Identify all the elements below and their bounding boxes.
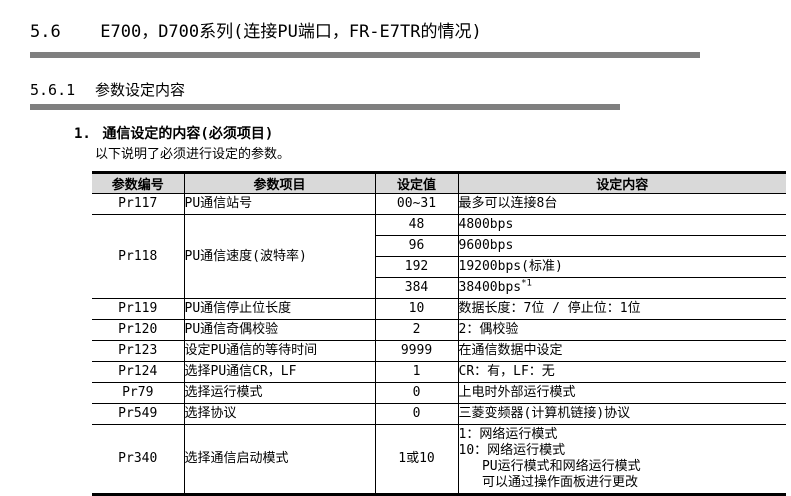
param-item-cell: PU通信站号 (183, 193, 375, 215)
subsection-number: 5.6.1 (30, 81, 76, 99)
parameter-table-body: Pr117 PU通信站号 00~31 最多可以连接8台 Pr118 PU通信速度(波特率)… (92, 193, 786, 495)
setting-value-cell: 10 (374, 298, 458, 320)
setting-content-cell: 三菱变频器(计算机链接)协议 (457, 403, 786, 425)
param-item-cell: 选择运行模式 (183, 382, 375, 404)
param-item-cell: 设定PU通信的等待时间 (183, 340, 375, 362)
setting-value-cell: 9999 (374, 340, 458, 362)
section-title: E700，D700系列(连接PU端口，FR-E7TR的情况) (100, 22, 482, 42)
param-number-cell: Pr124 (92, 361, 184, 383)
param-item-cell: PU通信速度(波特率) (183, 214, 375, 299)
table-row: Pr340 选择通信启动模式 1或10 1：网络运行模式 10：网络运行模式 PU运行模… (92, 424, 786, 495)
setting-content-line: 10：网络运行模式 (458, 443, 566, 458)
footnote-marker: *1 (521, 278, 532, 289)
setting-value-cell: 1或10 (374, 424, 458, 495)
param-number-cell: Pr120 (92, 319, 184, 341)
section-divider-bar (30, 52, 700, 58)
parameter-table-header: 参数编号 参数项目 设定值 设定内容 (92, 172, 786, 194)
setting-content-line: 可以通过操作面板进行更改 (458, 475, 638, 490)
setting-value-cell: 384 (374, 277, 458, 299)
table-row: 384 38400bps*1 (92, 277, 786, 299)
table-row: Pr124 选择PU通信CR，LF 1 CR：有，LF：无 (92, 361, 786, 383)
table-row: 192 19200bps(标准) (92, 256, 786, 278)
setting-content-cell: 上电时外部运行模式 (457, 382, 786, 404)
setting-value-cell: 1 (374, 361, 458, 383)
setting-content-cell: 19200bps(标准) (457, 256, 786, 278)
setting-value-cell: 2 (374, 319, 458, 341)
subsection-heading: 5.6.1 参数设定内容 (30, 80, 791, 100)
list-item-number: 1. (74, 126, 91, 142)
param-number-cell: Pr340 (92, 424, 184, 495)
table-row: 96 9600bps (92, 235, 786, 257)
param-number-cell: Pr118 (92, 214, 184, 299)
param-number-cell: Pr79 (92, 382, 184, 404)
param-item-cell: PU通信停止位长度 (183, 298, 375, 320)
table-row: Pr119 PU通信停止位长度 10 数据长度：7位 / 停止位：1位 (92, 298, 786, 320)
subsection-title: 参数设定内容 (95, 81, 186, 99)
list-item-title: 通信设定的内容(必须项目) (102, 126, 274, 142)
param-item-cell: 选择PU通信CR，LF (183, 361, 375, 383)
col-header-param-item: 参数项目 (183, 172, 375, 194)
setting-value-cell: 192 (374, 256, 458, 278)
table-row: Pr118 PU通信速度(波特率) 48 4800bps (92, 214, 786, 299)
param-number-cell: Pr549 (92, 403, 184, 425)
setting-content-line: 1：网络运行模式 (458, 427, 558, 442)
setting-content-cell: 9600bps (457, 235, 786, 257)
col-header-setting-content: 设定内容 (457, 172, 786, 194)
subsection-divider-bar (30, 104, 620, 110)
param-item-cell: 选择通信启动模式 (183, 424, 375, 495)
header-row: 参数编号 参数项目 设定值 设定内容 (92, 172, 786, 194)
setting-content-cell: 38400bps*1 (457, 277, 786, 299)
table-row: Pr120 PU通信奇偶校验 2 2：偶校验 (92, 319, 786, 341)
setting-content-cell: 1：网络运行模式 10：网络运行模式 PU运行模式和网络运行模式 可以通过操作面板… (457, 424, 786, 495)
setting-content-cell: CR：有，LF：无 (457, 361, 786, 383)
col-header-param-number: 参数编号 (92, 172, 184, 194)
param-item-cell: PU通信奇偶校验 (183, 319, 375, 341)
setting-content-cell: 最多可以连接8台 (457, 193, 786, 215)
table-row: Pr117 PU通信站号 00~31 最多可以连接8台 (92, 193, 786, 215)
list-item-heading: 1. 通信设定的内容(必须项目) (74, 125, 791, 143)
setting-value-cell: 96 (374, 235, 458, 257)
section-number: 5.6 (30, 22, 61, 42)
setting-value-cell: 0 (374, 382, 458, 404)
col-header-setting-value: 设定值 (374, 172, 458, 194)
setting-value-cell: 00~31 (374, 193, 458, 215)
list-item-description: 以下说明了必须进行设定的参数。 (95, 147, 291, 162)
setting-content-line: PU运行模式和网络运行模式 (458, 459, 641, 474)
table-row: Pr79 选择运行模式 0 上电时外部运行模式 (92, 382, 786, 404)
setting-content-cell: 数据长度：7位 / 停止位：1位 (457, 298, 786, 320)
setting-content-cell: 2：偶校验 (457, 319, 786, 341)
param-item-cell: 选择协议 (183, 403, 375, 425)
setting-value-cell: 0 (374, 403, 458, 425)
parameter-table: 参数编号 参数项目 设定值 设定内容 Pr117 PU通信站号 00~31 最多可以连… (92, 171, 786, 496)
setting-value-cell: 48 (374, 214, 458, 236)
setting-content-cell: 在通信数据中设定 (457, 340, 786, 362)
section-heading: 5.6 E700，D700系列(连接PU端口，FR-E7TR的情况) (30, 0, 791, 44)
param-number-cell: Pr123 (92, 340, 184, 362)
table-row: Pr123 设定PU通信的等待时间 9999 在通信数据中设定 (92, 340, 786, 362)
param-number-cell: Pr117 (92, 193, 184, 215)
param-number-cell: Pr119 (92, 298, 184, 320)
table-row: Pr549 选择协议 0 三菱变频器(计算机链接)协议 (92, 403, 786, 425)
setting-content-cell: 4800bps (457, 214, 786, 236)
